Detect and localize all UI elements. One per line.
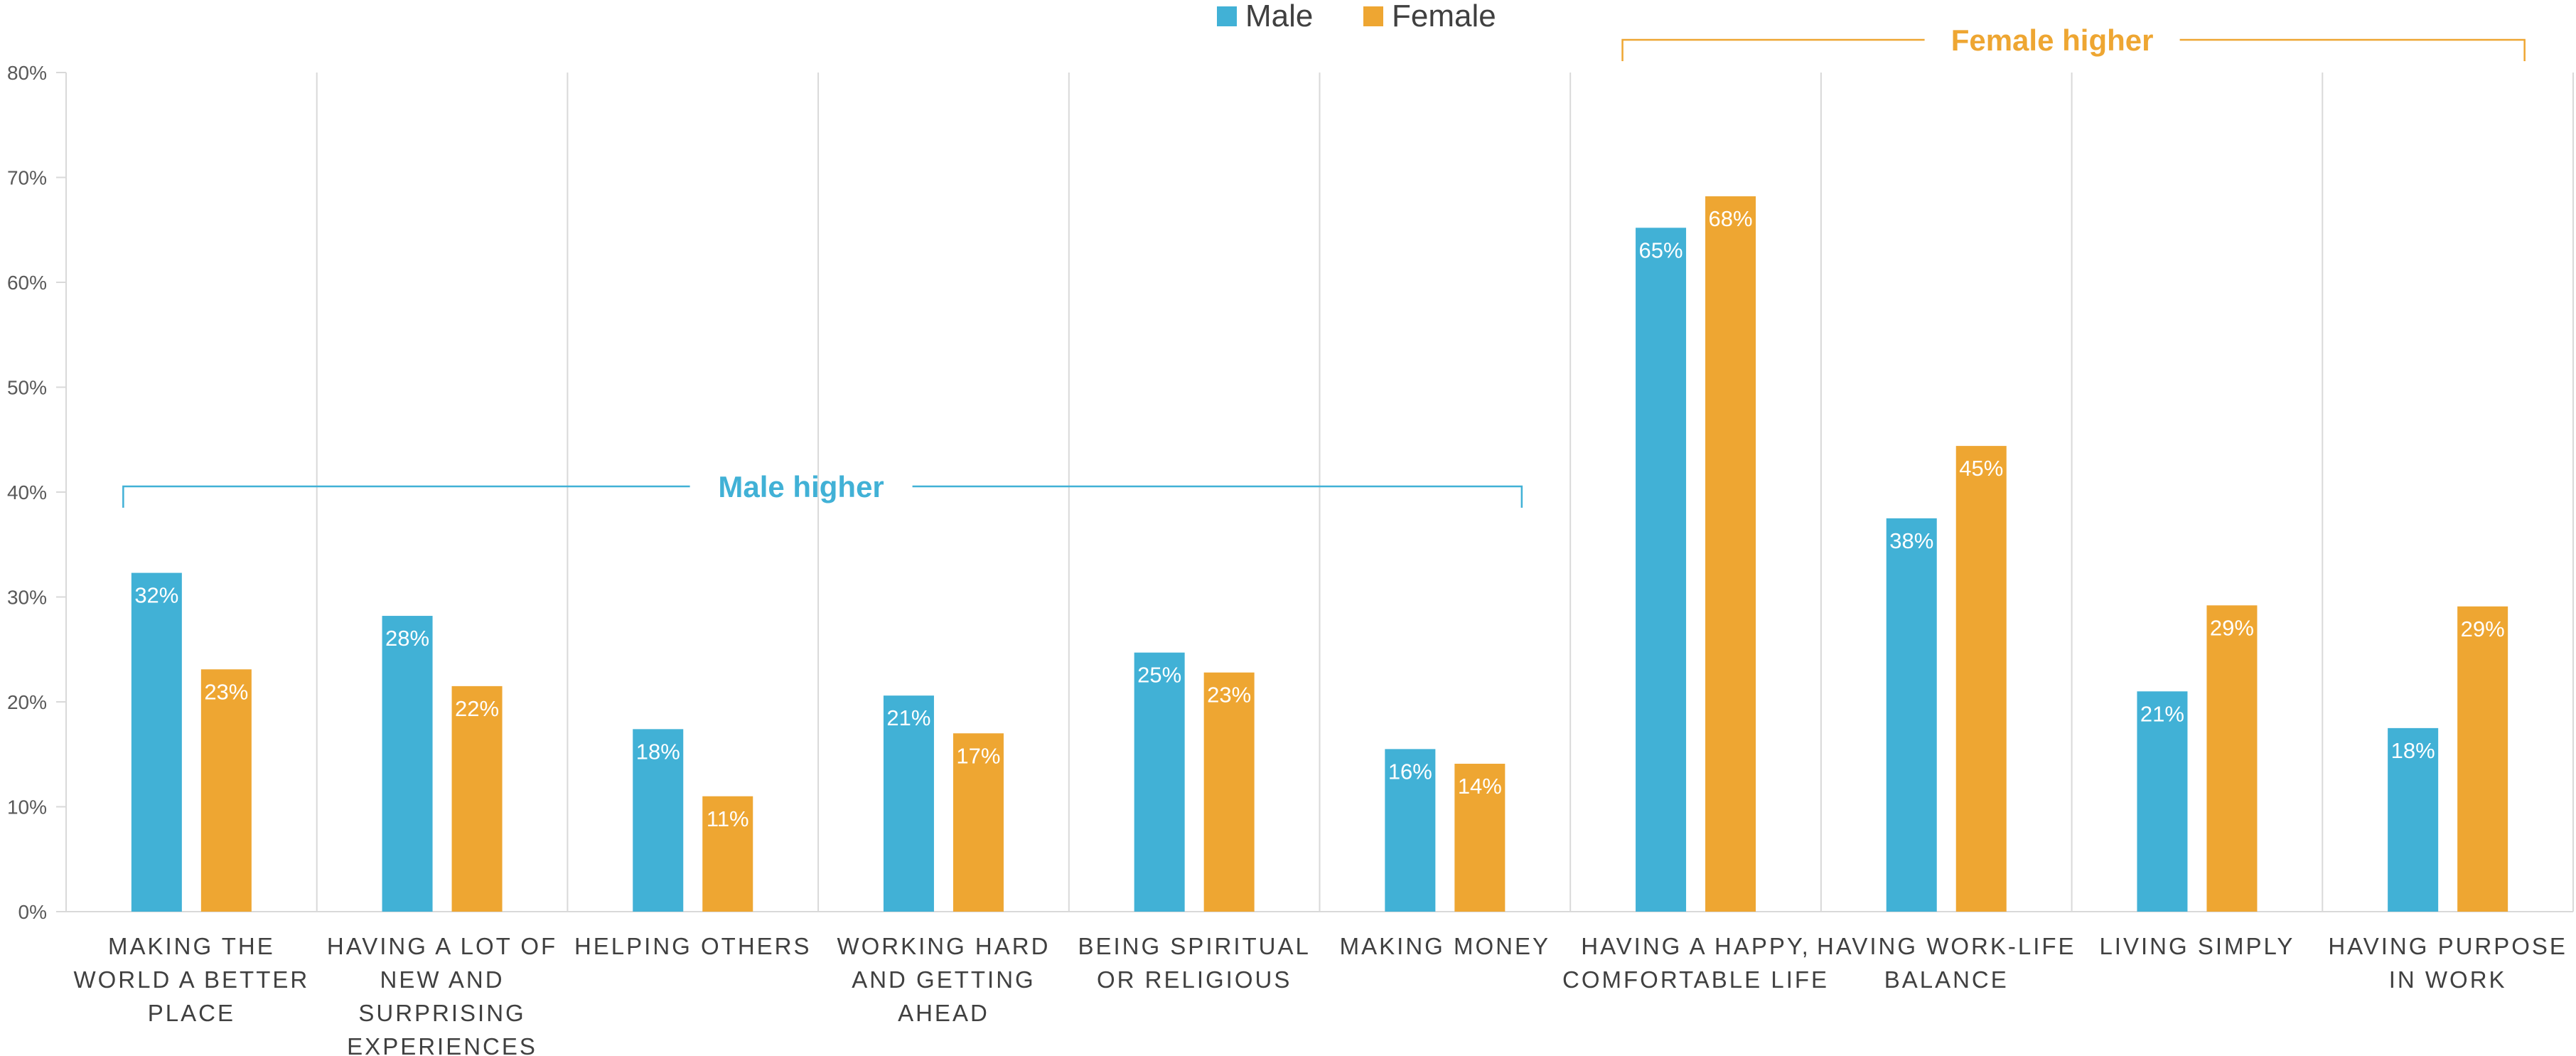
y-tick-label: 0% [18,901,47,923]
category-label-line: LIVING SIMPLY [2099,933,2295,959]
category-label-line: BEING SPIRITUAL [1078,933,1310,959]
bar-male [2137,691,2188,912]
group-annotation: Male higher [122,470,1523,508]
category-label-line: SURPRISING [358,1000,525,1026]
y-tick-label: 70% [7,167,47,189]
category-label: MAKING MONEY [1340,933,1550,959]
bar-male [2388,727,2439,912]
group-annotation-label: Female higher [1951,23,2154,57]
data-label: 22% [455,696,499,721]
category-label: WORKING HARD AND GETTING AHEAD [837,933,1050,1026]
data-label: 68% [1709,206,1753,231]
bar-female [451,686,503,912]
category-label-line: HAVING WORK-LIFE [1817,933,2076,959]
group-annotation-label: Male higher [718,470,884,503]
grid-lines [65,73,2574,912]
category-label-line: PLACE [148,1000,235,1026]
category-label-line: HAVING A HAPPY, [1581,933,1810,959]
bar-female [1955,446,2007,912]
bar-female [952,733,1004,912]
group-annotation-bracket [122,485,1523,508]
legend: Male Female [1217,0,1496,33]
legend-swatch [1363,6,1383,26]
bar-female [702,796,753,912]
data-label: 11% [707,806,749,831]
category-label-line: HAVING PURPOSE [2328,933,2567,959]
data-label: 45% [1959,456,2003,481]
y-tick-label: 50% [7,377,47,399]
bar-male [382,616,433,912]
y-tick-label: 80% [7,62,47,84]
category-label: MAKING THE WORLD A BETTER PLACE [73,933,309,1026]
data-label: 65% [1639,238,1683,262]
category-label: LIVING SIMPLY [2099,933,2295,959]
bar-female [200,669,252,912]
y-tick-label: 10% [7,796,47,818]
bar-female [1203,672,1255,912]
bar-female [2206,605,2258,912]
data-label: 28% [385,626,429,651]
category-label-line: WORLD A BETTER [73,966,309,993]
y-tick-label: 20% [7,691,47,713]
data-label: 14% [1458,774,1502,799]
legend-item-male: Male [1217,0,1313,33]
data-label: 29% [2461,617,2505,641]
category-label: HELPING OTHERS [574,933,812,959]
category-label: HAVING PURPOSE IN WORK [2328,933,2567,993]
bar-female [1454,764,1506,912]
legend-label: Female [1392,0,1496,33]
bar-male [633,729,684,912]
data-label: 29% [2210,615,2254,640]
category-label-line: MAKING MONEY [1340,933,1550,959]
category-label-line: NEW AND [380,966,505,993]
legend-swatch [1217,6,1237,26]
category-label-line: BALANCE [1884,966,2009,993]
bar-male [1636,228,1687,912]
category-label-line: COMFORTABLE LIFE [1562,966,1829,993]
bar-female [1705,196,1756,912]
category-label-line: AND GETTING [852,966,1036,993]
data-label: 18% [636,739,680,764]
category-label-line: IN WORK [2389,966,2507,993]
data-label: 32% [134,583,178,608]
data-label: 17% [956,743,1000,768]
group-annotation-bracket [1621,38,2526,61]
bars: 32% 28% 18% 21% 25% 16% 65% 38% 21% 18% 23% 22% 11% 1… [131,196,2508,912]
data-label: 38% [1889,528,1933,553]
data-label: 21% [886,705,930,730]
category-label: BEING SPIRITUAL OR RELIGIOUS [1078,933,1310,993]
bar-male [1385,749,1436,912]
category-label: HAVING A HAPPY, COMFORTABLE LIFE [1562,933,1829,993]
annotations: Male higher Female higher [122,23,2526,508]
legend-label: Male [1245,0,1313,33]
category-label-line: WORKING HARD [837,933,1050,959]
category-label-line: AHEAD [898,1000,989,1026]
x-axis: MAKING THE WORLD A BETTER PLACE HAVING A LO… [73,933,2567,1056]
category-label-line: HELPING OTHERS [574,933,812,959]
y-tick-label: 60% [7,272,47,294]
data-label: 18% [2391,738,2435,763]
category-label: HAVING WORK-LIFE BALANCE [1817,933,2076,993]
category-label-line: OR RELIGIOUS [1097,966,1292,993]
category-label-line: HAVING A LOT OF [327,933,557,959]
y-tick-label: 40% [7,481,47,503]
data-label: 21% [2140,701,2184,726]
y-axis: 0% 10% 20% 30% 40% 50% 60% 70% 80% [7,62,66,923]
bar-female [2457,606,2508,912]
legend-item-female: Female [1363,0,1496,33]
category-label-line: EXPERIENCES [347,1033,537,1056]
category-label: HAVING A LOT OF NEW AND SURPRISING EXPERIEN… [327,933,557,1056]
bar-male [131,572,182,912]
bar-male [1886,518,1937,912]
group-annotation: Female higher [1621,23,2526,61]
data-label: 25% [1137,663,1181,688]
data-label: 23% [204,679,248,704]
bar-male [883,695,934,912]
category-label-line: MAKING THE [108,933,275,959]
y-tick-label: 30% [7,587,47,609]
bar-male [1134,652,1185,912]
data-label: 16% [1388,759,1432,784]
data-label: 23% [1207,683,1251,708]
